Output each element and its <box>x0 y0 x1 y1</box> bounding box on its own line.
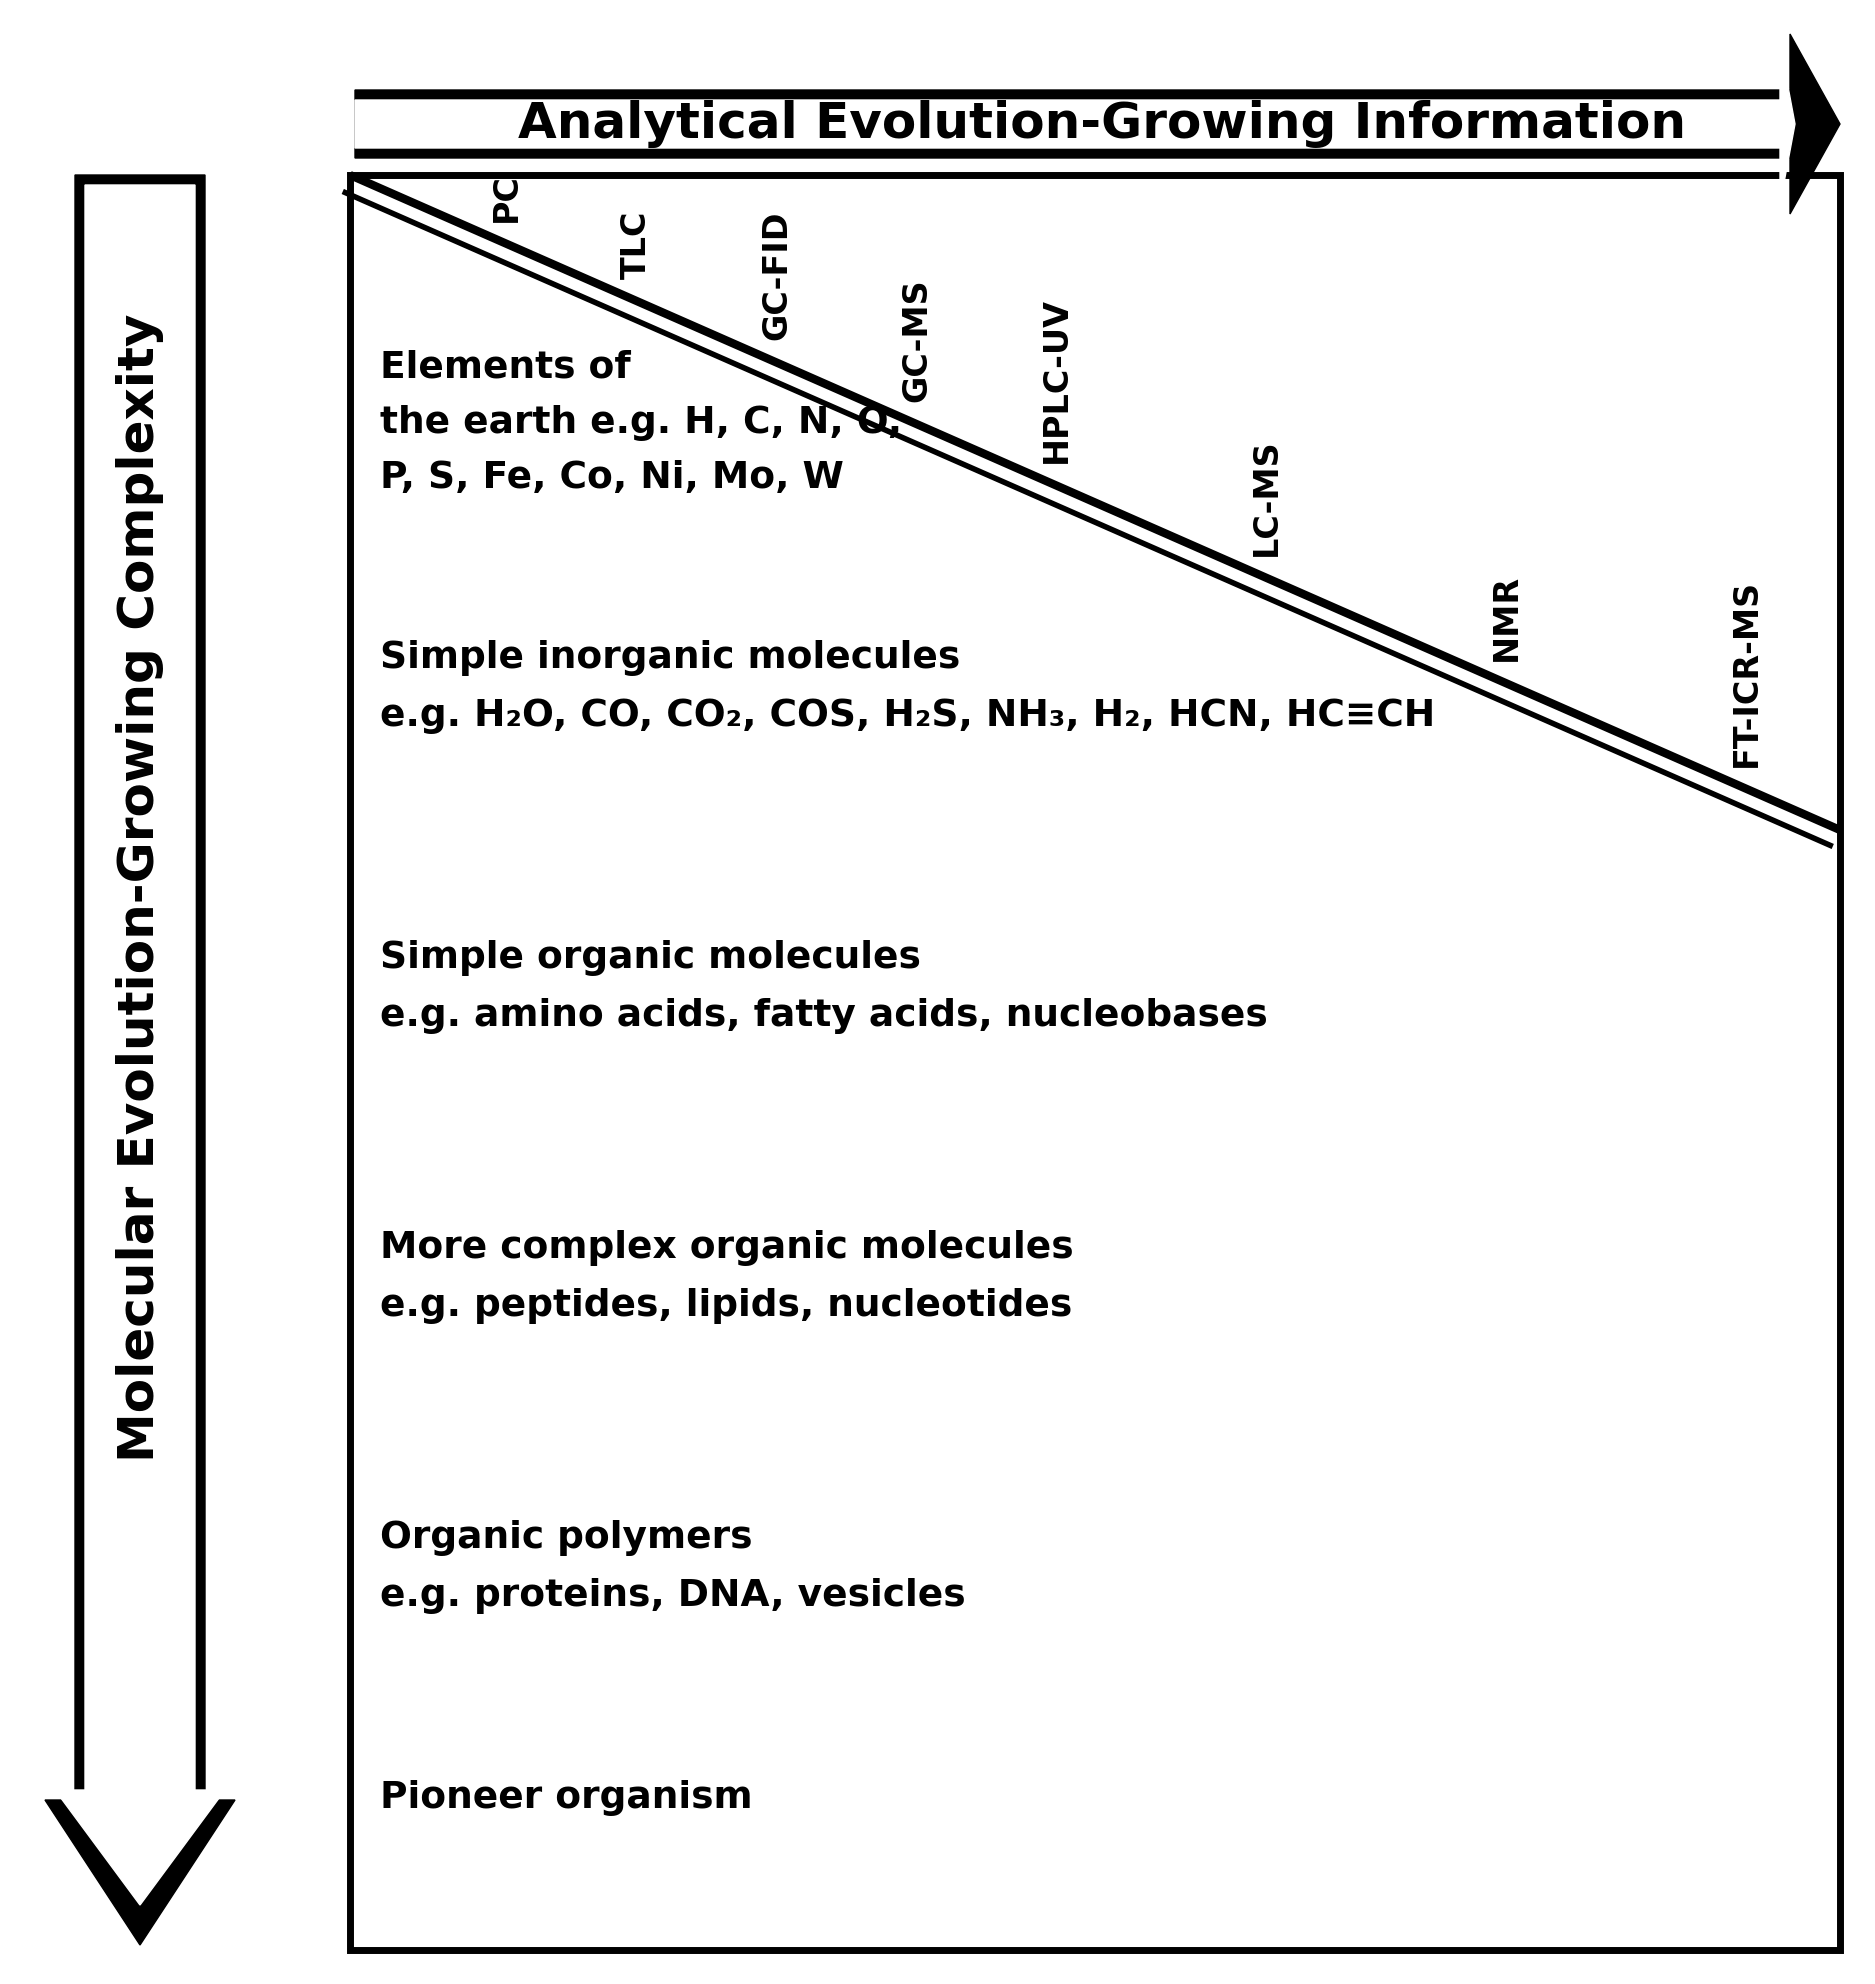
Text: HPLC-UV: HPLC-UV <box>1041 298 1072 464</box>
Text: LC-MS: LC-MS <box>1251 438 1282 556</box>
Text: Organic polymers: Organic polymers <box>381 1520 752 1555</box>
Text: More complex organic molecules: More complex organic molecules <box>381 1230 1074 1266</box>
Text: PC: PC <box>489 173 523 222</box>
Text: TLC: TLC <box>621 210 652 278</box>
Text: Pioneer organism: Pioneer organism <box>381 1780 752 1815</box>
Text: Molecular Evolution-Growing Complexity: Molecular Evolution-Growing Complexity <box>116 313 163 1462</box>
Text: NMR: NMR <box>1491 573 1522 661</box>
Bar <box>351 175 1839 1950</box>
Polygon shape <box>354 44 1794 204</box>
Text: Analytical Evolution-Growing Information: Analytical Evolution-Growing Information <box>519 99 1686 149</box>
Text: Simple organic molecules: Simple organic molecules <box>381 940 921 976</box>
Text: GC-FID: GC-FID <box>759 210 793 339</box>
Text: P, S, Fe, Co, Ni, Mo, W: P, S, Fe, Co, Ni, Mo, W <box>381 460 844 496</box>
Text: Elements of: Elements of <box>381 349 630 387</box>
Text: e.g. H₂O, CO, CO₂, COS, H₂S, NH₃, H₂, HCN, HC≡CH: e.g. H₂O, CO, CO₂, COS, H₂S, NH₃, H₂, HC… <box>381 698 1434 734</box>
Polygon shape <box>54 185 225 1905</box>
Text: e.g. amino acids, fatty acids, nucleobases: e.g. amino acids, fatty acids, nucleobas… <box>381 998 1268 1034</box>
Polygon shape <box>45 175 234 1944</box>
Text: GC-MS: GC-MS <box>900 278 934 403</box>
Text: the earth e.g. H, C, N, O,: the earth e.g. H, C, N, O, <box>381 405 902 440</box>
Polygon shape <box>354 34 1839 214</box>
Text: FT-ICR-MS: FT-ICR-MS <box>1731 579 1762 766</box>
Text: e.g. proteins, DNA, vesicles: e.g. proteins, DNA, vesicles <box>381 1577 966 1615</box>
Text: Simple inorganic molecules: Simple inorganic molecules <box>381 641 960 677</box>
Text: e.g. peptides, lipids, nucleotides: e.g. peptides, lipids, nucleotides <box>381 1288 1072 1323</box>
